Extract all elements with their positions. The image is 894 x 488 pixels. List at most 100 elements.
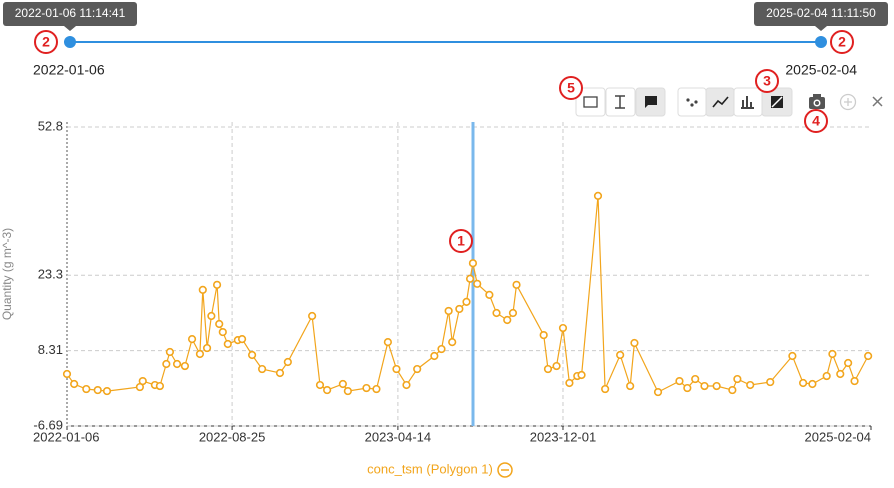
range-start-handle[interactable] <box>64 36 76 48</box>
data-point <box>766 377 775 387</box>
data-point <box>392 364 401 374</box>
data-point <box>712 381 721 391</box>
data-point <box>508 308 518 318</box>
y-tick-label: -6.69 <box>33 417 63 432</box>
data-point <box>552 361 561 371</box>
end-tooltip <box>754 2 888 26</box>
data-point <box>492 308 501 318</box>
data-point <box>155 381 165 391</box>
data-point <box>308 311 317 321</box>
data-point <box>162 359 171 369</box>
icon <box>615 95 625 109</box>
annotation-label: 1 <box>457 233 465 249</box>
tooltip-pointer <box>64 26 76 31</box>
data-point <box>512 280 521 289</box>
data-point <box>653 387 663 397</box>
data-point <box>626 381 635 391</box>
data-point <box>413 364 422 374</box>
data-point <box>565 378 574 388</box>
camera-button[interactable] <box>809 94 825 109</box>
data-point <box>799 378 808 388</box>
start-tooltip <box>3 2 137 26</box>
annotation-label: 5 <box>567 80 575 96</box>
data-point <box>82 384 91 394</box>
icon <box>645 96 657 108</box>
icon <box>583 96 598 108</box>
y-tick-label: 8.31 <box>38 342 63 357</box>
data-point <box>338 379 347 389</box>
data-point <box>223 339 232 349</box>
data-point <box>836 369 845 379</box>
data-point <box>402 380 411 390</box>
x-tick-label: 2025-02-04 <box>805 429 872 444</box>
toolbar <box>575 87 883 117</box>
start-label: 2022-01-06 <box>33 62 105 78</box>
data-point <box>207 311 216 321</box>
annotations: 1 2 2 3 4 5 <box>34 30 854 253</box>
scatter-button[interactable] <box>677 87 707 117</box>
data-point <box>864 351 873 361</box>
annotation-label: 3 <box>763 73 771 89</box>
annotation-label: 2 <box>838 34 846 50</box>
icon <box>771 96 783 108</box>
data-point <box>616 350 625 360</box>
data-point <box>465 274 475 283</box>
tooltip-pointer <box>815 26 827 31</box>
data-point <box>558 323 568 333</box>
annotation-circle <box>755 69 779 93</box>
data-point <box>343 386 352 396</box>
data-point <box>448 338 457 347</box>
annotation-circle <box>34 30 58 54</box>
legend-label[interactable]: conc_tsm (Polygon 1) <box>367 461 493 476</box>
data-point <box>593 191 603 200</box>
data-point <box>383 338 392 347</box>
data-point <box>62 369 72 379</box>
legend-remove-button[interactable] <box>497 462 513 478</box>
data-point <box>728 385 737 395</box>
x-tick-label: 2023-04-14 <box>365 429 432 444</box>
plot <box>62 191 873 397</box>
data-point <box>444 306 453 316</box>
data-point <box>630 338 639 348</box>
data-point <box>323 385 332 395</box>
annotation-label: 4 <box>812 113 820 129</box>
y-tick-label: 52.8 <box>38 118 63 133</box>
data-point <box>468 259 478 268</box>
data-point <box>850 376 859 386</box>
data-point <box>844 358 853 368</box>
data-point <box>102 386 112 396</box>
data-point <box>237 334 247 344</box>
data-point <box>733 374 742 384</box>
x-tick-label: 2022-01-06 <box>33 429 100 444</box>
data-point <box>577 370 586 380</box>
data-point <box>503 315 512 325</box>
data-point <box>430 351 439 361</box>
data-point <box>93 385 102 395</box>
close-button[interactable] <box>872 96 883 107</box>
annotation-circle <box>830 30 854 54</box>
data-point <box>70 379 79 389</box>
icon <box>712 96 729 108</box>
x-tick-label: 2022-08-25 <box>199 429 266 444</box>
range-end-handle[interactable] <box>815 36 827 48</box>
annotation-circle <box>559 76 583 100</box>
data-point <box>601 384 610 394</box>
data-point <box>700 381 709 391</box>
icon <box>686 98 698 107</box>
data-point <box>315 380 325 390</box>
data-point <box>828 349 837 359</box>
y-axis-label: Quantity (g m^-3) <box>0 228 14 320</box>
y-tick-label: 23.3 <box>38 267 63 282</box>
data-point <box>258 364 267 374</box>
data-point <box>808 379 817 389</box>
data-point <box>202 343 212 353</box>
fit-button[interactable] <box>575 87 606 117</box>
data-point <box>172 359 182 369</box>
data-point <box>539 330 548 340</box>
add-button[interactable] <box>839 93 857 111</box>
data-point <box>187 334 197 344</box>
data-point <box>788 351 797 361</box>
data-point <box>180 361 190 371</box>
data-point <box>691 374 700 384</box>
